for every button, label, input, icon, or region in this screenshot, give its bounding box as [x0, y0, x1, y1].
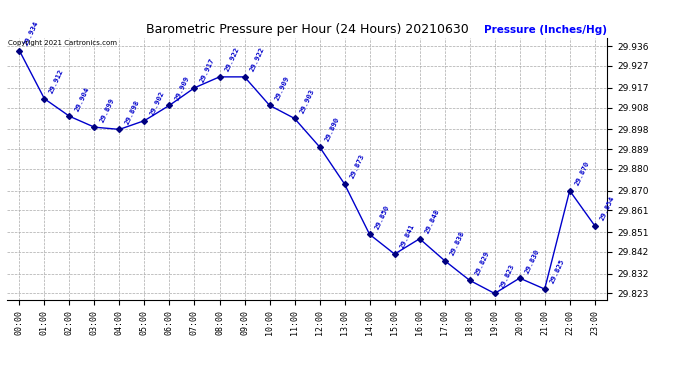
Text: 29.830: 29.830: [524, 248, 540, 274]
Text: 29.823: 29.823: [499, 263, 515, 289]
Text: 29.890: 29.890: [324, 116, 340, 143]
Text: 29.873: 29.873: [348, 154, 365, 180]
Text: Pressure (Inches/Hg): Pressure (Inches/Hg): [484, 25, 607, 35]
Title: Barometric Pressure per Hour (24 Hours) 20210630: Barometric Pressure per Hour (24 Hours) …: [146, 23, 469, 36]
Text: 29.902: 29.902: [148, 90, 165, 117]
Text: 29.850: 29.850: [374, 204, 391, 230]
Text: 29.848: 29.848: [424, 208, 440, 235]
Text: 29.909: 29.909: [174, 75, 190, 101]
Text: 29.917: 29.917: [199, 57, 215, 84]
Text: 29.898: 29.898: [124, 99, 140, 125]
Text: 29.922: 29.922: [224, 46, 240, 73]
Text: Copyright 2021 Cartronics.com: Copyright 2021 Cartronics.com: [8, 40, 117, 46]
Text: 29.934: 29.934: [23, 20, 40, 46]
Text: 29.829: 29.829: [474, 250, 491, 276]
Text: 29.903: 29.903: [299, 88, 315, 114]
Text: 29.899: 29.899: [99, 97, 115, 123]
Text: 29.922: 29.922: [248, 46, 265, 73]
Text: 29.838: 29.838: [448, 230, 465, 256]
Text: 29.825: 29.825: [549, 259, 565, 285]
Text: 29.904: 29.904: [74, 86, 90, 112]
Text: 29.841: 29.841: [399, 224, 415, 250]
Text: 29.912: 29.912: [48, 68, 65, 94]
Text: 29.909: 29.909: [274, 75, 290, 101]
Text: 29.854: 29.854: [599, 195, 615, 222]
Text: 29.870: 29.870: [574, 160, 591, 186]
